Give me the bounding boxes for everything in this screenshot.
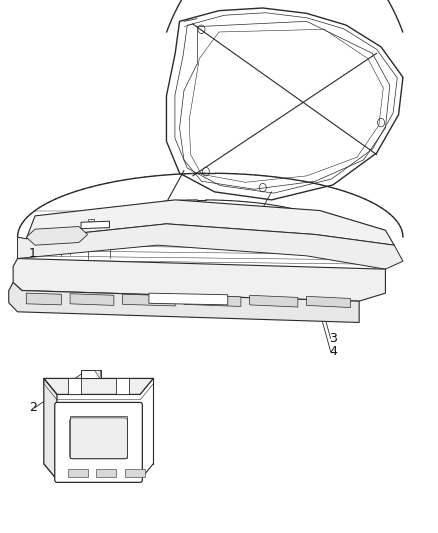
Text: 2: 2 <box>29 401 37 414</box>
Polygon shape <box>26 227 88 245</box>
Polygon shape <box>70 294 114 305</box>
Circle shape <box>259 183 266 192</box>
Polygon shape <box>250 295 298 307</box>
Polygon shape <box>184 295 241 306</box>
FancyBboxPatch shape <box>55 402 142 482</box>
Polygon shape <box>96 469 116 477</box>
Polygon shape <box>166 8 403 200</box>
Polygon shape <box>88 219 94 221</box>
Circle shape <box>378 118 385 127</box>
Polygon shape <box>95 370 101 378</box>
Circle shape <box>118 381 127 392</box>
Circle shape <box>198 25 205 34</box>
Polygon shape <box>26 293 61 305</box>
Polygon shape <box>70 416 127 458</box>
Polygon shape <box>44 378 57 480</box>
Circle shape <box>70 381 79 392</box>
Polygon shape <box>307 296 350 308</box>
Polygon shape <box>68 469 88 477</box>
Polygon shape <box>125 469 145 477</box>
Polygon shape <box>81 221 110 229</box>
Polygon shape <box>123 294 175 306</box>
Polygon shape <box>81 370 101 378</box>
Polygon shape <box>149 293 228 305</box>
Polygon shape <box>116 378 129 394</box>
Circle shape <box>202 167 209 176</box>
Polygon shape <box>13 259 385 301</box>
Text: 3: 3 <box>329 332 337 345</box>
Text: 4: 4 <box>329 345 337 358</box>
Polygon shape <box>26 200 394 245</box>
Polygon shape <box>44 378 153 394</box>
Polygon shape <box>68 378 81 394</box>
Polygon shape <box>18 224 403 269</box>
Polygon shape <box>57 405 140 480</box>
Text: 1: 1 <box>29 247 37 260</box>
Polygon shape <box>9 282 359 322</box>
